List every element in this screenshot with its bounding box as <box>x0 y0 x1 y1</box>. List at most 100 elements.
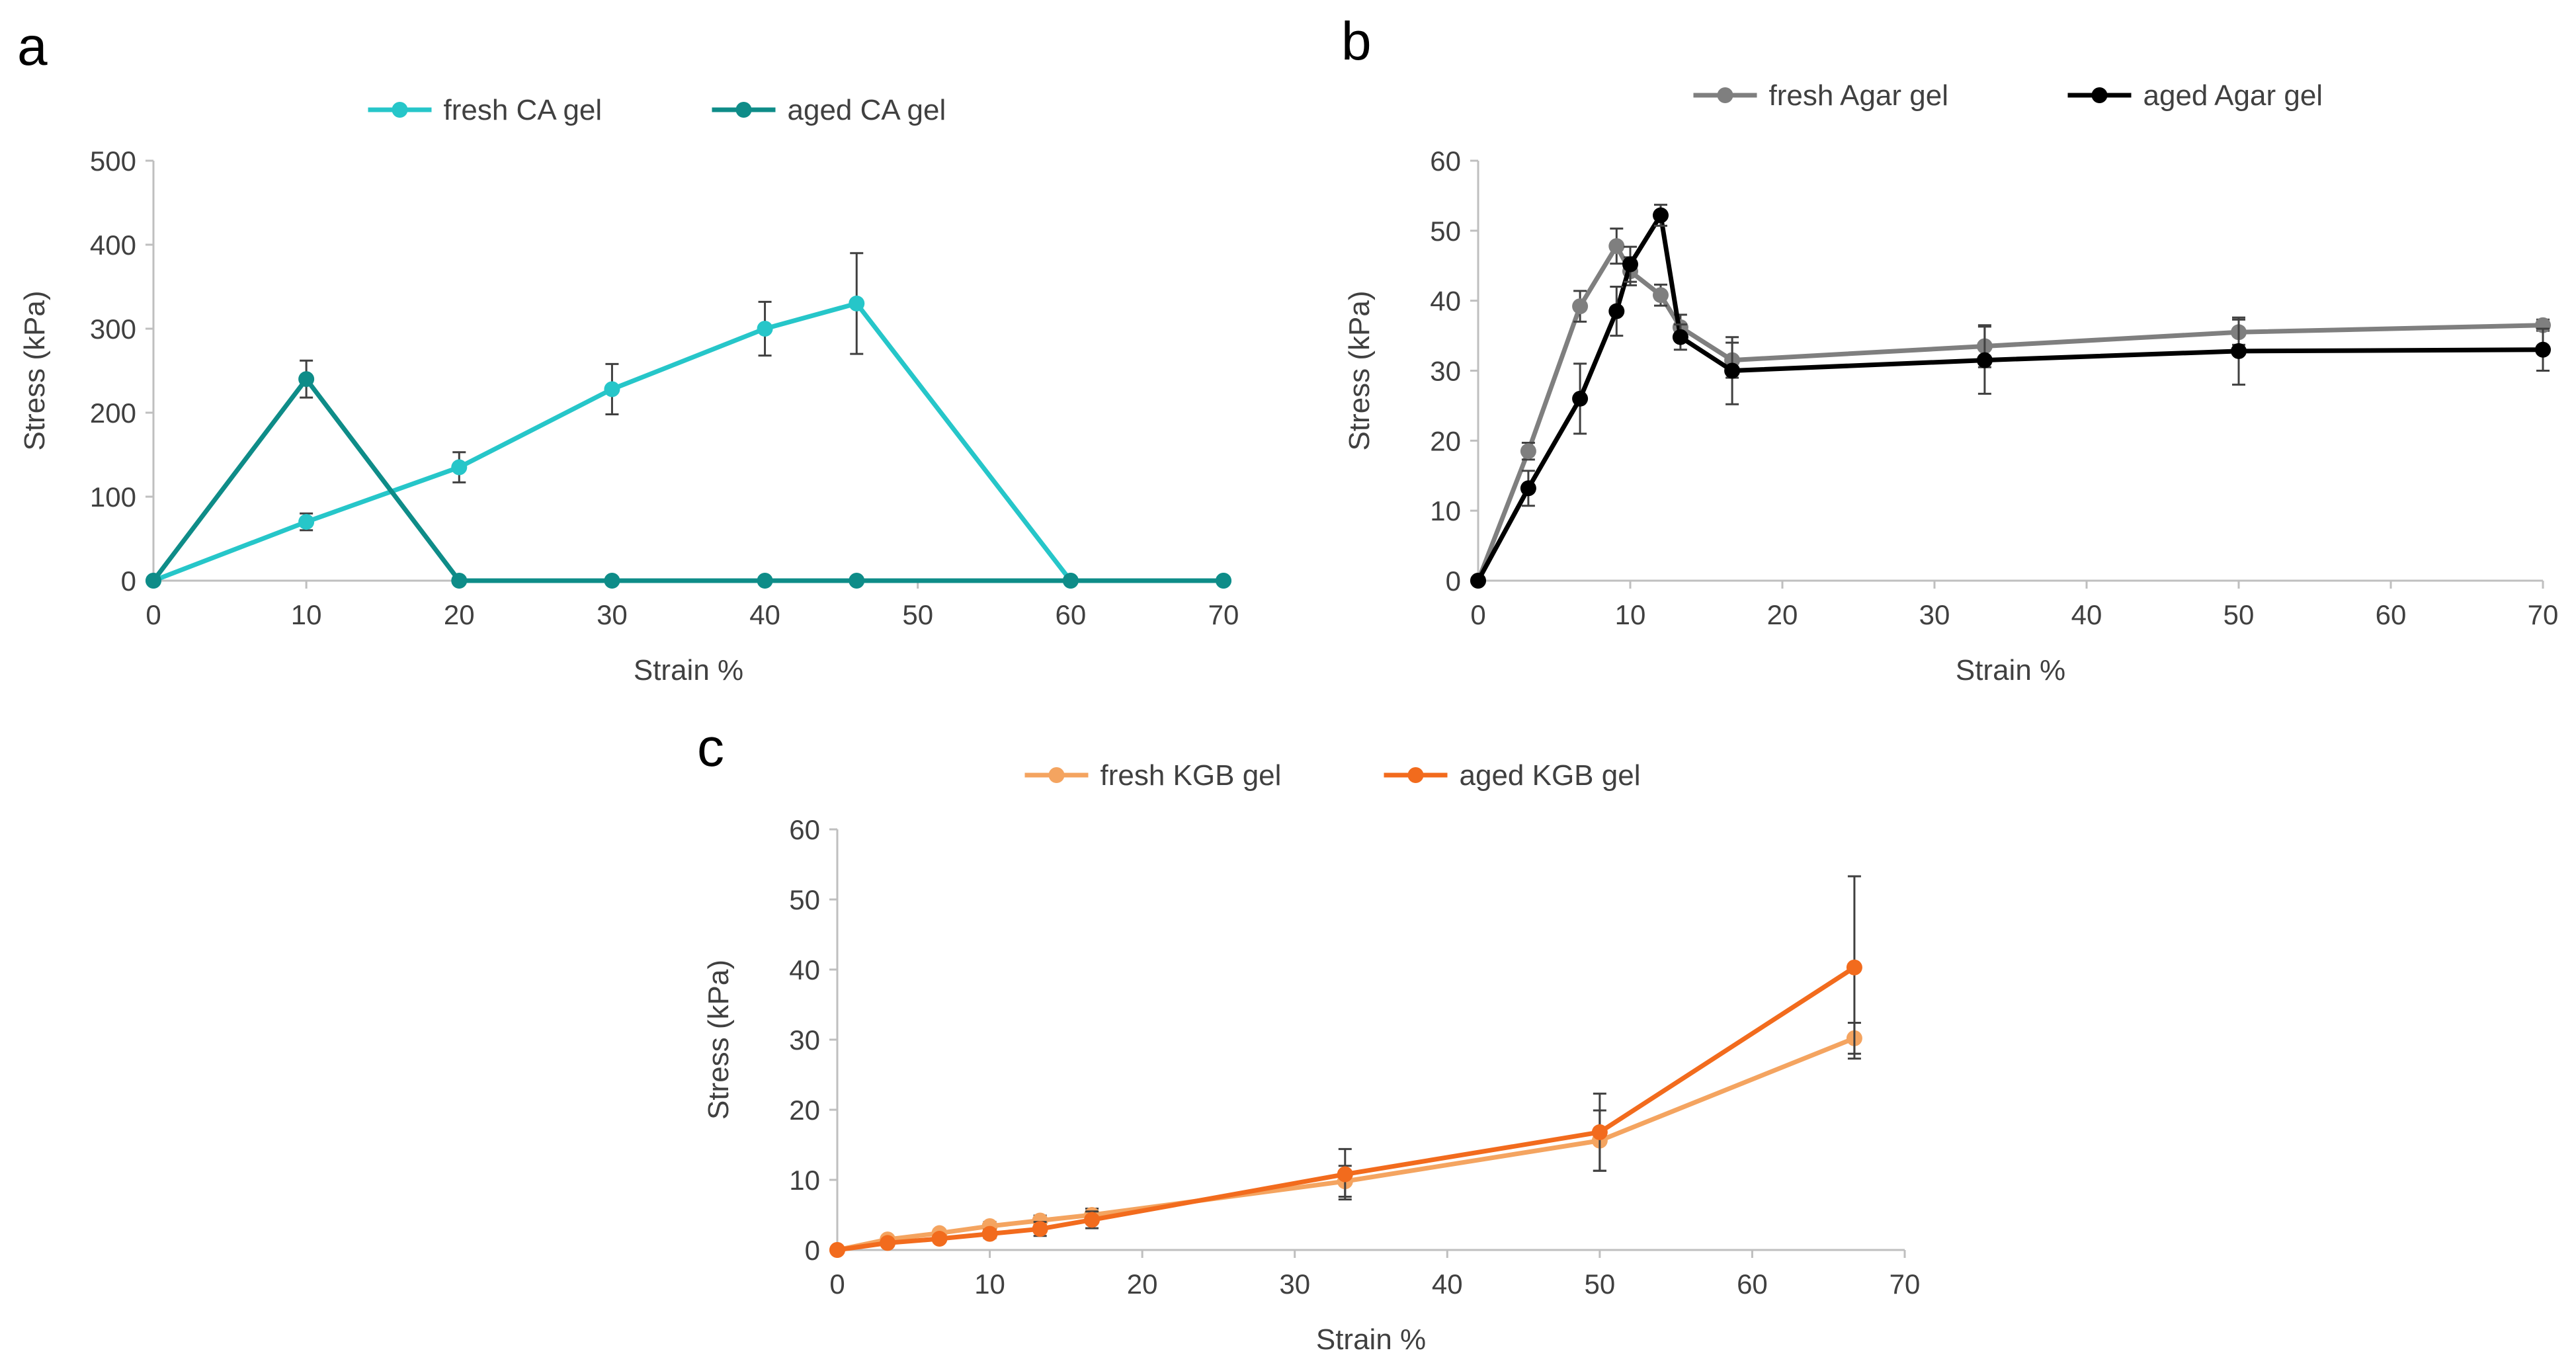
legend-swatch-marker <box>1717 87 1733 103</box>
y-tick-label-c: 60 <box>789 814 820 845</box>
panel-label-b: b <box>1341 11 1372 71</box>
data-point <box>931 1231 948 1247</box>
x-tick-label-a: 10 <box>291 599 322 630</box>
y-tick-label-a: 500 <box>90 145 136 177</box>
x-tick-label-a: 40 <box>749 599 780 630</box>
data-point <box>145 573 161 589</box>
data-point <box>1724 362 1741 379</box>
x-tick-label-a: 30 <box>597 599 628 630</box>
legend-label: aged Agar gel <box>2143 79 2323 112</box>
data-point <box>1470 573 1486 589</box>
y-axis-title-a: Stress (kPa) <box>19 290 51 450</box>
series-a-2 <box>145 359 1231 589</box>
y-tick-label-a: 300 <box>90 313 136 345</box>
y-tick-label-c: 50 <box>789 884 820 915</box>
panel-label-a: a <box>17 17 48 77</box>
y-tick-label-a: 200 <box>90 397 136 429</box>
data-point <box>1216 573 1231 589</box>
data-point <box>849 295 865 312</box>
y-tick-label-a: 400 <box>90 229 136 261</box>
x-tick-label-b: 0 <box>1470 599 1485 630</box>
data-point <box>451 459 468 476</box>
legend-swatch-marker <box>1407 767 1424 783</box>
x-axis-title-b: Strain % <box>1956 654 2065 686</box>
data-point <box>1653 287 1669 304</box>
x-tick-label-a: 60 <box>1055 599 1086 630</box>
legend-swatch-marker <box>735 102 752 118</box>
data-point <box>829 1242 845 1258</box>
series-c-2 <box>829 875 1862 1258</box>
data-point <box>981 1226 998 1242</box>
data-point <box>1032 1221 1048 1237</box>
data-point <box>1672 329 1688 345</box>
legend-a: fresh CA gel aged CA gel <box>368 94 946 126</box>
y-tick-label-b: 20 <box>1430 425 1461 456</box>
data-point <box>604 381 620 397</box>
chart-panel-a: 0 100 200 300 400 500 0 10 20 30 40 50 60 70 Strain % S… <box>19 94 1239 686</box>
legend-label: aged KGB gel <box>1460 759 1641 792</box>
legend-label: fresh KGB gel <box>1101 759 1282 792</box>
x-tick-label-b: 10 <box>1615 599 1646 630</box>
data-point <box>2231 343 2247 359</box>
legend-swatch-marker <box>1048 767 1065 783</box>
x-tick-label-c: 40 <box>1432 1268 1463 1300</box>
data-point <box>1062 573 1079 589</box>
data-point <box>1572 298 1589 315</box>
x-tick-label-c: 30 <box>1279 1268 1310 1300</box>
legend-label: fresh CA gel <box>444 94 602 126</box>
y-tick-label-c: 30 <box>789 1024 820 1056</box>
x-tick-label-c: 10 <box>974 1268 1005 1300</box>
x-tick-label-c: 70 <box>1890 1268 1921 1300</box>
x-tick-label-b: 50 <box>2223 599 2255 630</box>
panel-label-c: c <box>697 718 724 778</box>
data-point <box>1520 480 1536 497</box>
data-point <box>1520 443 1536 460</box>
y-tick-label-b: 10 <box>1430 495 1461 526</box>
data-point <box>757 573 773 589</box>
series-line-b-1 <box>1475 243 2544 582</box>
x-tick-label-b: 30 <box>1919 599 1950 630</box>
y-tick-label-a: 0 <box>121 565 136 597</box>
x-tick-label-b: 70 <box>2528 599 2559 630</box>
data-point <box>298 371 315 388</box>
data-point <box>1572 390 1589 407</box>
x-tick-label-b: 40 <box>2071 599 2102 630</box>
data-point <box>1608 238 1625 255</box>
data-point <box>1976 352 1993 368</box>
data-point <box>1084 1212 1101 1228</box>
legend-b: fresh Agar gel aged Agar gel <box>1693 79 2323 112</box>
x-tick-label-c: 60 <box>1737 1268 1768 1300</box>
y-tick-label-c: 20 <box>789 1095 820 1126</box>
x-tick-label-a: 20 <box>444 599 475 630</box>
data-point <box>1653 207 1669 224</box>
legend-swatch-marker <box>2091 87 2108 103</box>
series-c-1 <box>829 1022 1862 1258</box>
x-axis-title-c: Strain % <box>1316 1323 1426 1356</box>
data-point <box>298 514 315 530</box>
chart-panel-c: 0 10 20 30 40 50 60 0 10 20 30 40 50 60 70 Strain % Stre… <box>702 759 1920 1356</box>
x-tick-label-b: 20 <box>1767 599 1798 630</box>
x-axis-title-a: Strain % <box>634 654 743 686</box>
data-point <box>880 1235 896 1251</box>
x-tick-label-a: 50 <box>902 599 933 630</box>
x-tick-label-c: 20 <box>1127 1268 1158 1300</box>
y-tick-label-a: 100 <box>90 481 136 513</box>
series-a-1 <box>145 252 1231 589</box>
y-tick-label-b: 50 <box>1430 216 1461 247</box>
data-point <box>1608 303 1625 319</box>
y-tick-label-c: 10 <box>789 1165 820 1196</box>
y-axis-title-b: Stress (kPa) <box>1343 290 1376 450</box>
data-point <box>1591 1124 1608 1140</box>
data-point <box>1337 1166 1353 1183</box>
data-point <box>2535 341 2551 358</box>
x-tick-label-a: 0 <box>145 599 161 630</box>
x-tick-label-c: 50 <box>1584 1268 1615 1300</box>
data-point <box>849 573 865 589</box>
data-point <box>757 321 773 337</box>
y-tick-label-c: 0 <box>805 1235 820 1266</box>
y-axis-title-c: Stress (kPa) <box>702 960 735 1120</box>
series-line-c-2 <box>837 965 1856 1253</box>
legend-c: fresh KGB gel aged KGB gel <box>1024 759 1641 792</box>
data-point <box>604 573 620 589</box>
